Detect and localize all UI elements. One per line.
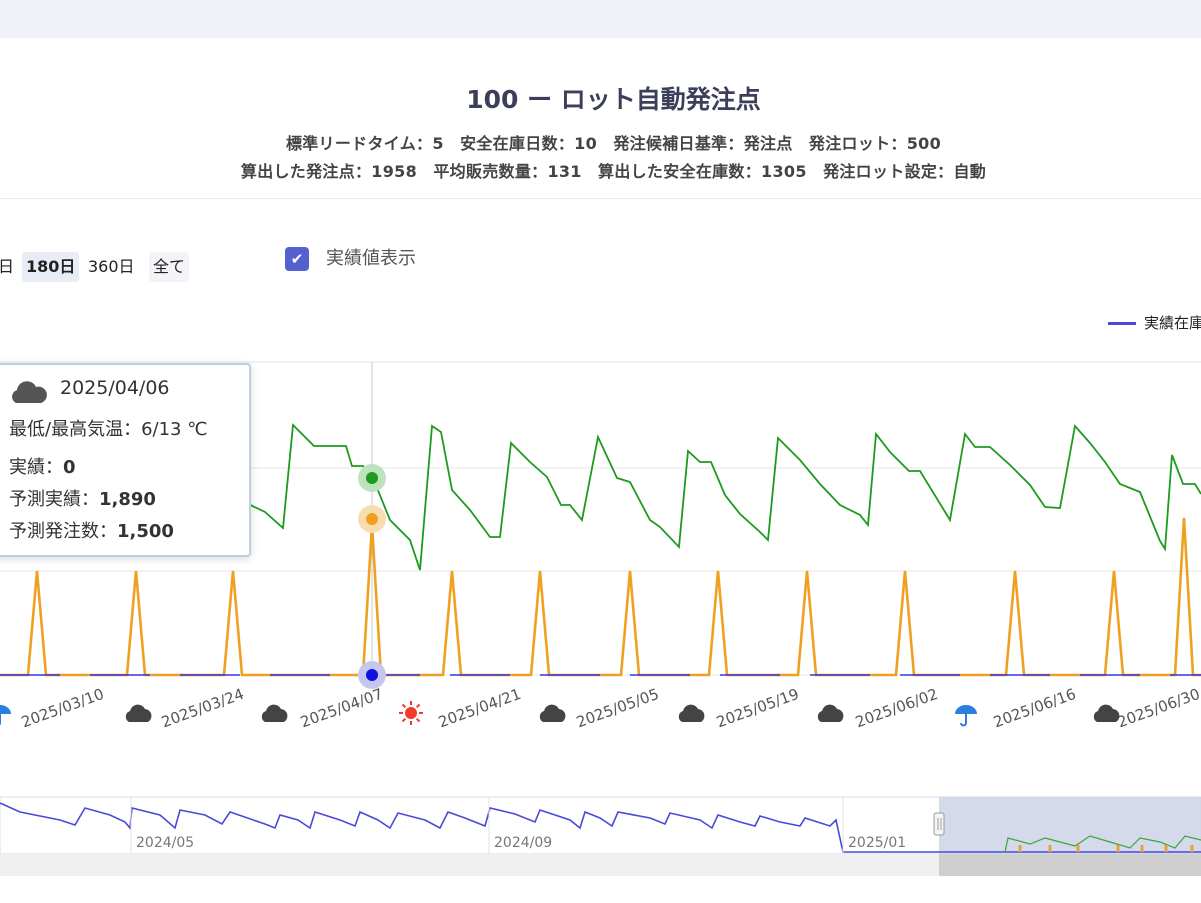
overview-order-mark (1164, 845, 1168, 852)
tooltip: 2025/04/06 最低/最高気温：6/13 ℃ 実績：0 予測実績：1,89… (0, 363, 251, 557)
tooltip-predicted: 予測実績：1,890 (9, 485, 156, 511)
cloud-icon (678, 704, 705, 722)
x-tick-label: 2025/06/02 (853, 685, 940, 731)
overview-order-mark (1076, 845, 1080, 852)
tooltip-temperature: 最低/最高気温：6/13 ℃ (9, 415, 207, 441)
overview-x-label: 2024/09 (494, 835, 552, 851)
header-divider (0, 198, 1201, 199)
tooltip-actual-value: 0 (63, 457, 76, 478)
overview-x-label: 2025/01 (848, 835, 906, 851)
tooltip-pred-value: 1,890 (99, 489, 156, 510)
overview-order-mark (1116, 845, 1120, 852)
tooltip-temp-value: 6/13 ℃ (141, 419, 208, 440)
legend-swatch (1108, 322, 1136, 325)
series-line-predicted-stock (179, 423, 1201, 571)
overview-navigator: 2024/05 2024/09 2025/01 (0, 796, 1201, 876)
cloud-icon (125, 704, 152, 722)
highlight-markers (358, 464, 386, 689)
overview-x-label: 2024/05 (136, 835, 194, 851)
overview-order-mark (1140, 845, 1144, 852)
x-tick-label: 2025/05/05 (574, 685, 661, 731)
overview-selection (939, 797, 1201, 854)
highlight-point-actual (366, 669, 378, 681)
cloud-icon (539, 704, 566, 722)
cloud-icon (817, 704, 844, 722)
legend-item-actual-stock[interactable]: 実績在庫 (1108, 312, 1201, 333)
chart-subtitle-line1: 標準リードタイム：5 安全在庫日数：10 発注候補日基準：発注点 発注ロット：5… (285, 134, 942, 153)
chart-subtitle-line2: 算出した発注点：1958 平均販売数量：131 算出した安全在庫数：1305 発… (240, 162, 987, 181)
weather-icons (0, 701, 1120, 727)
tooltip-actual: 実績：0 (9, 453, 76, 479)
overview-handle (933, 812, 945, 836)
highlight-point-predicted-stock (366, 472, 378, 484)
sun-icon (399, 701, 423, 725)
umbrella-icon (955, 705, 977, 727)
cloud-icon (12, 381, 47, 403)
range-button-360[interactable]: 360日 (88, 257, 135, 276)
tooltip-order-value: 1,500 (117, 521, 174, 542)
chart-title: 100 ー ロット自動発注点 (466, 85, 761, 114)
top-bar (0, 0, 1201, 38)
tooltip-pred-label: 予測実績： (9, 489, 99, 510)
tooltip-date: 2025/04/06 (60, 377, 170, 399)
overview-line-actual (0, 802, 1201, 853)
overview-order-mark (1018, 845, 1022, 852)
cloud-icon (1093, 704, 1120, 722)
overview-line-predicted-stock (1004, 835, 1201, 853)
tooltip-actual-label: 実績： (9, 457, 63, 478)
tooltip-order-label: 予測発注数： (9, 521, 117, 542)
cloud-icon (261, 704, 288, 722)
highlight-point-predicted-order (366, 513, 378, 525)
x-tick-label: 2025/05/19 (714, 685, 801, 731)
x-tick-label: 2025/03/24 (159, 685, 246, 731)
x-tick-label: 2025/06/16 (991, 685, 1078, 731)
x-tick-label: 2025/06/30 (1115, 685, 1201, 731)
overview-order-mark (1048, 845, 1052, 852)
legend-label: 実績在庫 (1144, 314, 1201, 332)
show-actual-checkbox[interactable]: ✔ (285, 247, 309, 271)
show-actual-label: 実績値表示 (326, 248, 416, 269)
overview-scrollbar (0, 854, 1201, 876)
tooltip-temp-label: 最低/最高気温： (9, 419, 142, 440)
range-button-all[interactable]: 全て (149, 252, 190, 282)
range-button-180[interactable]: 180日 (22, 252, 80, 282)
range-button-partial[interactable]: 日 (0, 257, 15, 276)
overview-scrollbar-thumb (939, 854, 1201, 876)
x-tick-label: 2025/04/21 (436, 685, 523, 731)
x-axis-ticks: 2025/03/10 2025/03/24 2025/04/07 2025/04/21… (19, 685, 1201, 731)
tooltip-order: 予測発注数：1,500 (9, 517, 174, 543)
x-tick-label: 2025/04/07 (298, 685, 385, 731)
overview-order-marks (1018, 845, 1194, 852)
overview-order-mark (1190, 845, 1194, 852)
umbrella-icon (0, 705, 11, 726)
x-tick-label: 2025/03/10 (19, 685, 106, 731)
